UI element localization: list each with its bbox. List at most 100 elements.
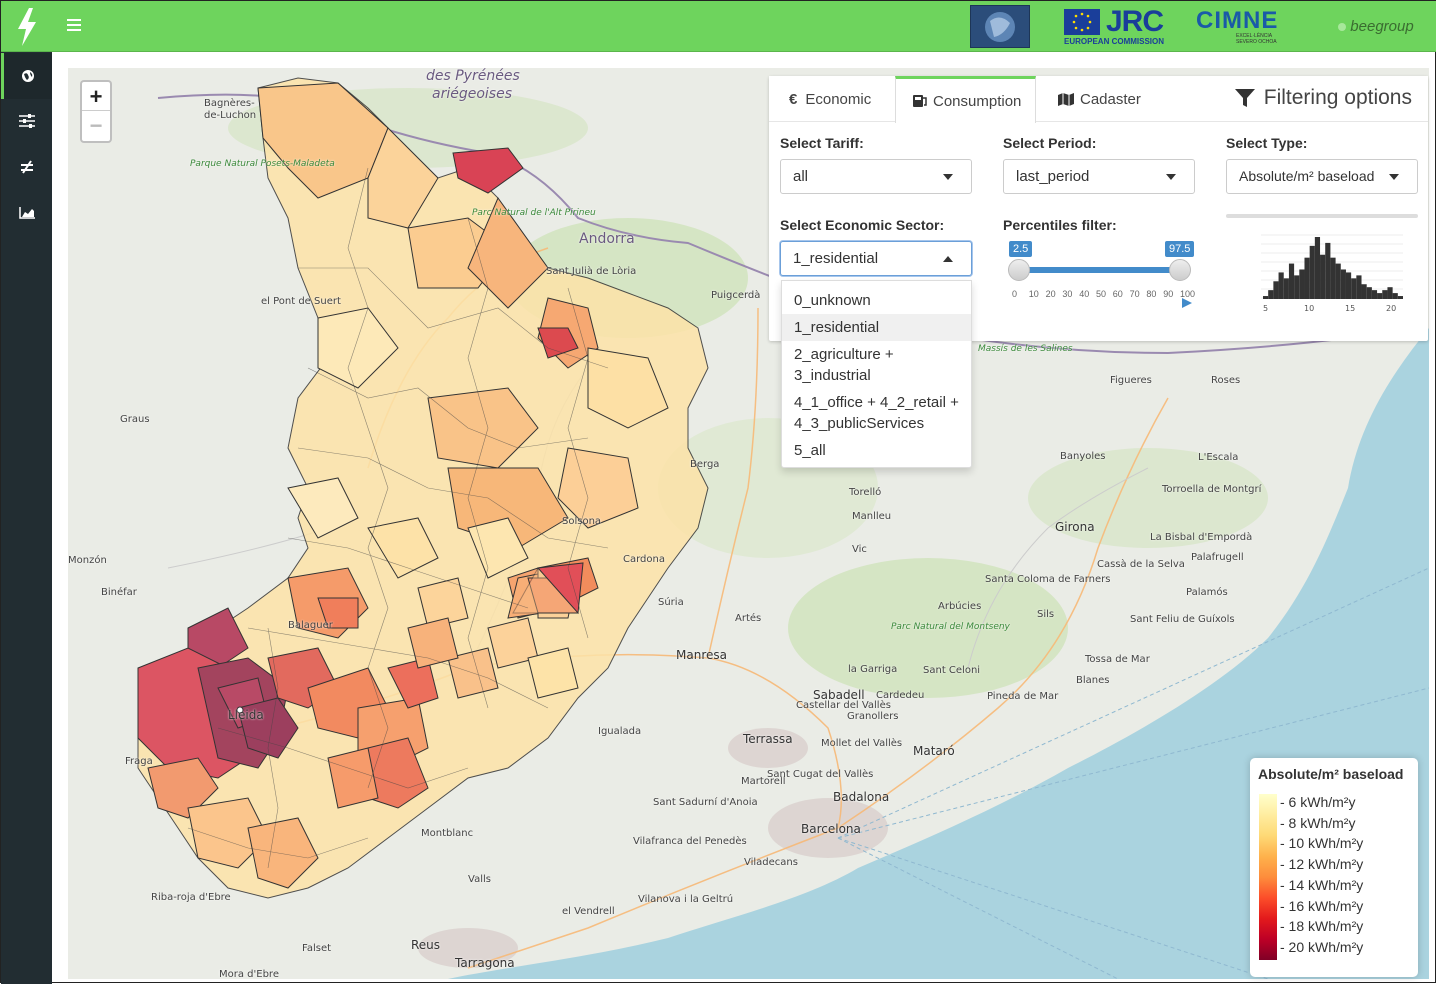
map-place-label: Cardedeu	[876, 690, 925, 701]
histogram-tick-label: 10	[1304, 304, 1314, 313]
map-place-label: La Bisbal d'Empordà	[1150, 532, 1253, 543]
legend-label: - 18 kWh/m²y	[1280, 918, 1364, 935]
sliders-icon	[18, 114, 35, 128]
tab-cadaster-label: Cadaster	[1080, 90, 1141, 108]
slider-tick-label: 50	[1096, 289, 1107, 299]
legend-label: - 8 kWh/m²y	[1280, 814, 1356, 831]
sector-option[interactable]: 2_agriculture + 3_industrial	[794, 346, 894, 384]
map-place-label: Viladecans	[744, 857, 798, 868]
map-place-label: Girona	[1055, 520, 1095, 534]
percentiles-label: Percentiles filter:	[1003, 217, 1117, 233]
histogram-bar	[1273, 281, 1279, 299]
histogram-bar	[1361, 284, 1367, 299]
map-place-label: Palamós	[1186, 587, 1228, 598]
map-place-label: Graus	[120, 414, 150, 425]
cimne-logo: CIMNE EXCEL·LÈNCIA SEVERO OCHOA	[1196, 5, 1296, 48]
lightning-icon[interactable]	[1, 1, 52, 52]
map-place-label: Sils	[1037, 609, 1055, 620]
map-place-label: L'Escala	[1198, 452, 1239, 463]
histogram-bar	[1320, 254, 1326, 299]
sector-option[interactable]: 4_1_office + 4_2_retail + 4_3_publicServ…	[794, 394, 959, 432]
histogram-bar	[1366, 287, 1372, 299]
map-place-label: Manlleu	[852, 511, 892, 522]
map-place-label: Fraga	[125, 756, 153, 767]
sector-option[interactable]: 5_all	[794, 442, 826, 459]
histogram-bar	[1397, 296, 1403, 299]
map-place-label: Montblanc	[421, 828, 474, 839]
beegroup-logo: beegroup	[1336, 5, 1416, 48]
map-place-label: Mataró	[913, 744, 955, 758]
map-place-label: Riba-roja d'Ebre	[151, 892, 231, 903]
tariff-select-value: all	[793, 168, 809, 185]
map-place-label: Parc Natural del Montseny	[891, 622, 1010, 632]
histogram-tick-label: 15	[1345, 304, 1355, 313]
histogram-bar	[1392, 293, 1398, 299]
sidebar-item-map[interactable]	[1, 53, 52, 99]
map-place-label: Súria	[658, 597, 684, 608]
map-place-label: la Garriga	[848, 664, 898, 675]
map-place-label: Vilafranca del Penedès	[633, 836, 747, 847]
map-place-label: Puigcerdà	[711, 290, 761, 301]
histogram-tick-label: 5	[1263, 304, 1268, 313]
map-place-label: Igualada	[598, 726, 642, 737]
slider-to-handle[interactable]	[1169, 259, 1191, 281]
legend-label: - 14 kWh/m²y	[1280, 876, 1364, 893]
map-place-label: Falset	[302, 943, 332, 954]
map-place-label: Tarragona	[455, 956, 515, 970]
map-place-label: Torelló	[849, 487, 882, 498]
map-place-label: Sant Cugat del Vallès	[767, 769, 874, 780]
map-place-label: Santa Coloma de Farners	[985, 574, 1111, 585]
histogram-tick-label: 20	[1386, 304, 1396, 313]
slider-tick-label: 80	[1146, 289, 1157, 299]
percentiles-slider[interactable]: 2.5 97.5 0 10 20 30 40 50 60 70 80 90 100	[1004, 239, 1195, 309]
zoom-out-button[interactable]: −	[89, 113, 103, 138]
slider-tick-label: 40	[1079, 289, 1090, 299]
sidebar-item-compare[interactable]	[1, 144, 52, 190]
map-place-label: des Pyrénées	[426, 68, 520, 84]
map-place-label: Martorell	[741, 776, 786, 787]
map-place-label: Figueres	[1110, 375, 1152, 386]
map-place-label: Vic	[852, 544, 867, 555]
histogram-bar	[1325, 242, 1331, 299]
sector-option[interactable]: 0_unknown	[794, 292, 871, 309]
histogram-bar	[1304, 257, 1310, 299]
map-place-label: Cardona	[623, 554, 665, 565]
histogram-bar	[1288, 263, 1295, 299]
slider-range	[1020, 267, 1180, 273]
jrc-logo: JRC EUROPEAN COMMISSION	[1064, 5, 1164, 48]
tariff-select[interactable]: all	[780, 159, 972, 194]
zoom-in-button[interactable]: +	[82, 82, 110, 111]
play-icon[interactable]	[1182, 298, 1192, 308]
map-place-label: Artés	[735, 613, 762, 624]
map-place-label: Pineda de Mar	[987, 691, 1059, 702]
sidebar-item-charts[interactable]	[1, 190, 52, 236]
map-place-label: Vilanova i la Geltrú	[638, 894, 734, 905]
map-place-label: Binéfar	[101, 587, 137, 598]
hamburger-icon[interactable]	[63, 13, 85, 39]
slider-to-bubble: 97.5	[1165, 241, 1195, 257]
map-place-label: Cassà de la Selva	[1097, 559, 1185, 570]
slider-from-bubble: 2.5	[1009, 241, 1033, 257]
sector-option[interactable]: 1_residential	[782, 314, 971, 341]
histogram-bar	[1278, 272, 1284, 299]
beegroup-logo-text: beegroup	[1350, 18, 1414, 35]
histogram-bar	[1330, 257, 1336, 299]
map-place-label: Massís de les Salines	[978, 344, 1073, 354]
caret-down-icon	[943, 174, 953, 180]
type-select[interactable]: Absolute/m² baseload	[1226, 159, 1418, 194]
slider-tick-label: 60	[1112, 289, 1123, 299]
tariff-label: Select Tariff:	[780, 135, 864, 151]
sidebar-item-settings[interactable]	[1, 98, 52, 144]
tab-economic[interactable]: € Economic	[779, 76, 891, 122]
caret-down-icon	[1389, 174, 1399, 180]
tab-consumption[interactable]: Consumption	[895, 76, 1036, 123]
histogram-bar	[1382, 290, 1388, 299]
histogram-bar	[1351, 278, 1357, 299]
jrc-logo-text: JRC	[1106, 4, 1164, 38]
type-label: Select Type:	[1226, 135, 1308, 151]
tab-cadaster[interactable]: Cadaster	[1048, 76, 1160, 122]
map-place-label: Granollers	[847, 711, 899, 722]
sector-select[interactable]: 1_residential	[780, 241, 972, 276]
period-select[interactable]: last_period	[1003, 159, 1195, 194]
slider-from-handle[interactable]	[1008, 259, 1030, 281]
